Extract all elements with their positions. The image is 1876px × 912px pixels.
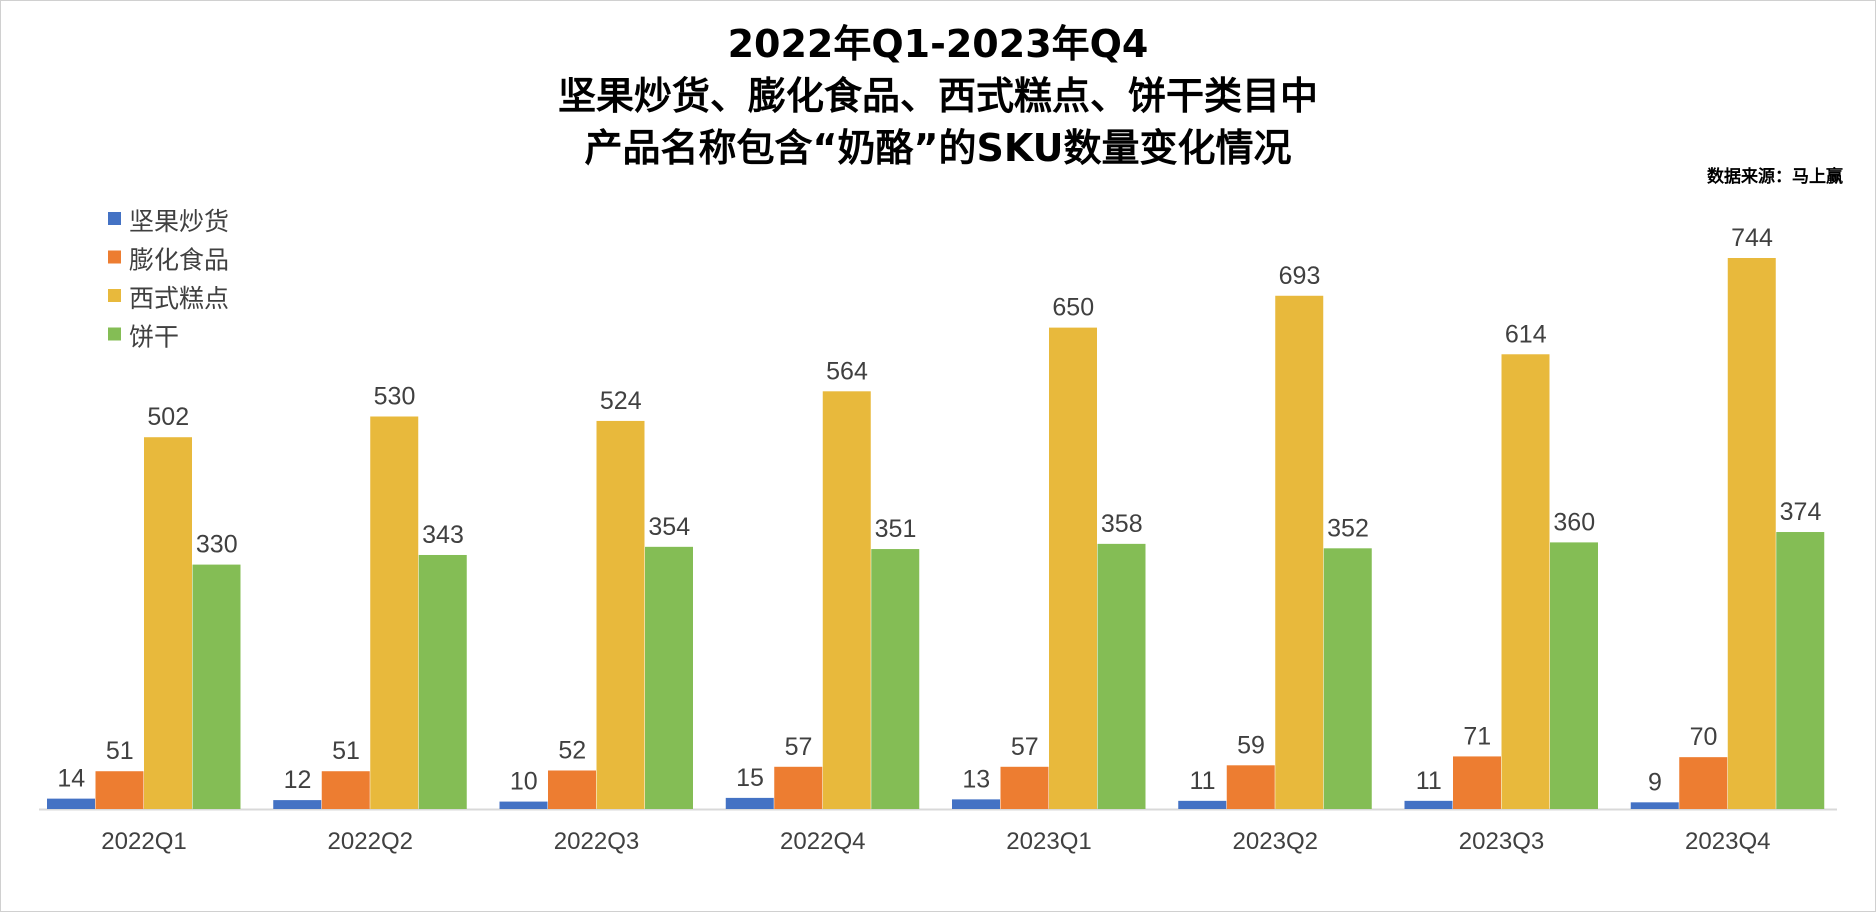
bar-膨化食品-2023Q3 xyxy=(1453,756,1501,809)
bar-饼干-2023Q1 xyxy=(1097,543,1146,809)
chart-title: 2022年Q1-2023年Q4 坚果炒货、膨化食品、西式糕点、饼干类目中 产品名… xyxy=(558,22,1318,170)
data-label: 13 xyxy=(962,765,990,793)
bar-坚果炒货-2023Q2 xyxy=(1178,800,1227,809)
data-label: 14 xyxy=(57,765,85,793)
data-label: 564 xyxy=(826,357,868,385)
legend-label: 饼干 xyxy=(129,323,179,352)
data-label: 524 xyxy=(600,387,642,415)
bar-饼干-2023Q2 xyxy=(1323,548,1372,809)
data-label: 57 xyxy=(785,733,813,761)
bar-饼干-2023Q4 xyxy=(1776,532,1825,809)
bar-饼干-2022Q3 xyxy=(645,546,693,809)
data-label: 52 xyxy=(558,736,586,764)
x-tick-label: 2023Q4 xyxy=(1685,828,1770,855)
bar-坚果炒货-2023Q4 xyxy=(1630,802,1679,809)
legend-swatch xyxy=(108,327,121,341)
data-label: 330 xyxy=(196,531,238,559)
data-label: 650 xyxy=(1052,294,1094,322)
x-tick-label: 2023Q3 xyxy=(1459,828,1544,855)
bar-坚果炒货-2022Q3 xyxy=(499,801,548,809)
bar-坚果炒货-2022Q1 xyxy=(47,798,95,809)
bar-坚果炒货-2022Q4 xyxy=(725,797,774,809)
data-label: 70 xyxy=(1690,723,1718,751)
title-line-2: 坚果炒货、膨化食品、西式糕点、饼干类目中 xyxy=(558,74,1318,118)
data-source-note: 数据来源：马上赢 xyxy=(1707,166,1843,187)
data-label: 59 xyxy=(1237,731,1265,759)
legend-label: 坚果炒货 xyxy=(129,207,229,236)
data-label: 358 xyxy=(1101,510,1143,538)
data-label: 374 xyxy=(1780,498,1822,526)
data-label: 360 xyxy=(1553,508,1595,536)
data-label: 693 xyxy=(1279,262,1321,290)
data-label: 9 xyxy=(1648,768,1662,796)
data-label: 11 xyxy=(1190,767,1216,795)
data-label: 614 xyxy=(1505,320,1547,348)
x-tick-label: 2023Q2 xyxy=(1233,828,1318,855)
data-label: 57 xyxy=(1011,733,1039,761)
bar-膨化食品-2022Q1 xyxy=(95,771,144,809)
bar-膨化食品-2022Q3 xyxy=(548,770,596,809)
bar-坚果炒货-2023Q3 xyxy=(1404,800,1453,809)
bar-西式糕点-2022Q2 xyxy=(370,416,419,809)
bar-西式糕点-2023Q3 xyxy=(1501,354,1550,809)
title-line-1: 2022年Q1-2023年Q4 xyxy=(728,22,1149,66)
legend-label: 西式糕点 xyxy=(129,284,229,313)
legend-swatch xyxy=(108,212,121,225)
bar-饼干-2022Q1 xyxy=(192,564,241,809)
x-tick-label: 2022Q3 xyxy=(554,828,639,855)
data-label: 11 xyxy=(1416,767,1442,795)
data-label: 351 xyxy=(875,515,917,543)
legend-swatch xyxy=(108,250,121,264)
data-label: 51 xyxy=(332,737,360,765)
bar-坚果炒货-2022Q2 xyxy=(273,800,322,809)
bar-膨化食品-2023Q4 xyxy=(1679,757,1728,809)
bar-膨化食品-2023Q2 xyxy=(1226,765,1275,809)
bar-西式糕点-2023Q1 xyxy=(1049,327,1097,809)
bar-饼干-2022Q2 xyxy=(418,554,467,809)
x-tick-label: 2022Q4 xyxy=(780,828,865,855)
x-tick-label: 2022Q1 xyxy=(101,828,186,855)
bar-西式糕点-2022Q1 xyxy=(144,437,192,809)
data-label: 744 xyxy=(1731,224,1773,252)
legend-swatch xyxy=(108,289,121,302)
data-label: 12 xyxy=(284,766,312,794)
data-label: 51 xyxy=(106,737,134,765)
bar-坚果炒货-2023Q1 xyxy=(952,799,1000,809)
bar-膨化食品-2023Q1 xyxy=(1000,766,1049,809)
data-label: 343 xyxy=(422,521,464,549)
bar-西式糕点-2023Q2 xyxy=(1275,295,1324,809)
bar-膨化食品-2022Q4 xyxy=(774,766,823,809)
x-tick-label: 2022Q2 xyxy=(328,828,413,855)
data-label: 502 xyxy=(147,403,189,431)
bar-西式糕点-2022Q3 xyxy=(596,420,645,809)
x-tick-label: 2023Q1 xyxy=(1006,828,1091,855)
data-label: 71 xyxy=(1463,722,1491,750)
data-label: 10 xyxy=(510,768,538,796)
title-line-3: 产品名称包含“奶酪”的SKU数量变化情况 xyxy=(585,126,1292,170)
plot-area: 14 51 502 330 2022Q1 12 51 530 343 2022Q2 10 52 524 3… xyxy=(39,224,1837,855)
bar-膨化食品-2022Q2 xyxy=(321,771,370,809)
bar-西式糕点-2023Q4 xyxy=(1727,258,1776,809)
bar-西式糕点-2022Q4 xyxy=(822,391,871,809)
bar-饼干-2023Q3 xyxy=(1550,542,1598,809)
bar-饼干-2022Q4 xyxy=(871,549,920,809)
data-label: 15 xyxy=(736,764,764,792)
data-label: 352 xyxy=(1327,514,1369,542)
data-label: 530 xyxy=(374,382,416,410)
data-label: 354 xyxy=(648,513,690,541)
legend-label: 膨化食品 xyxy=(129,246,229,275)
